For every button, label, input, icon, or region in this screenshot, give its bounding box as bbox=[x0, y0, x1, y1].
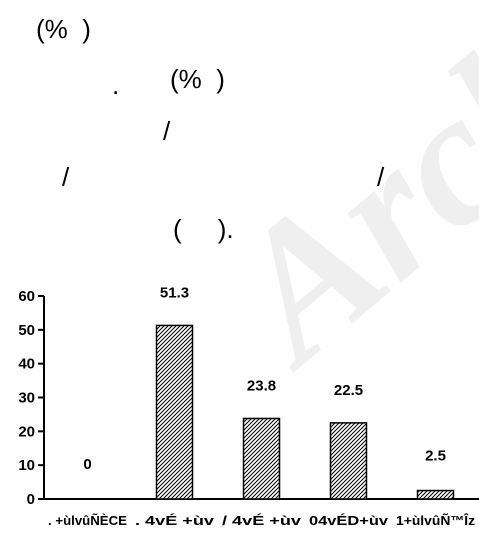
bar bbox=[155, 324, 194, 500]
text-fragment-3: (% ) bbox=[170, 64, 225, 94]
text-fragment-4: / bbox=[163, 116, 171, 146]
data-label: 23.8 bbox=[247, 377, 276, 394]
data-label: 22.5 bbox=[334, 382, 363, 399]
category-label: 1+ùlvûÑ™Îz bbox=[396, 513, 476, 528]
text-fragment-6: / bbox=[377, 162, 385, 192]
text-fragment-5: / bbox=[62, 162, 70, 192]
category-label: / 4vÉ +ùv bbox=[222, 513, 302, 528]
y-tick-label: 50 bbox=[18, 322, 35, 339]
y-tick-label: 60 bbox=[18, 288, 35, 305]
bar bbox=[242, 417, 281, 500]
text-fragment-1: (% ) bbox=[36, 14, 91, 44]
bar-chart: 0 10 20 30 40 50 60 0 51.3 23.8 22.5 2.5 . +ùlvûÑÈ… bbox=[18, 284, 479, 528]
data-label: 2.5 bbox=[425, 448, 446, 465]
category-label: . 4vÉ +ùv bbox=[135, 513, 215, 528]
category-label: . +ùlvûÑÈCE bbox=[48, 513, 127, 528]
text-fragment-2: . bbox=[112, 70, 120, 100]
y-tick-label: 20 bbox=[18, 423, 35, 440]
data-label: 51.3 bbox=[160, 284, 189, 301]
category-label: 04vÉD+ùv bbox=[309, 513, 389, 528]
bar bbox=[416, 489, 455, 500]
y-tick-label: 40 bbox=[18, 356, 35, 373]
y-tick-label: 30 bbox=[18, 390, 35, 407]
y-tick-label: 0 bbox=[27, 491, 35, 508]
data-label: 0 bbox=[83, 456, 91, 473]
y-tick-label: 10 bbox=[18, 457, 35, 474]
bar bbox=[329, 422, 368, 500]
text-fragment-7: ( ). bbox=[173, 214, 234, 244]
